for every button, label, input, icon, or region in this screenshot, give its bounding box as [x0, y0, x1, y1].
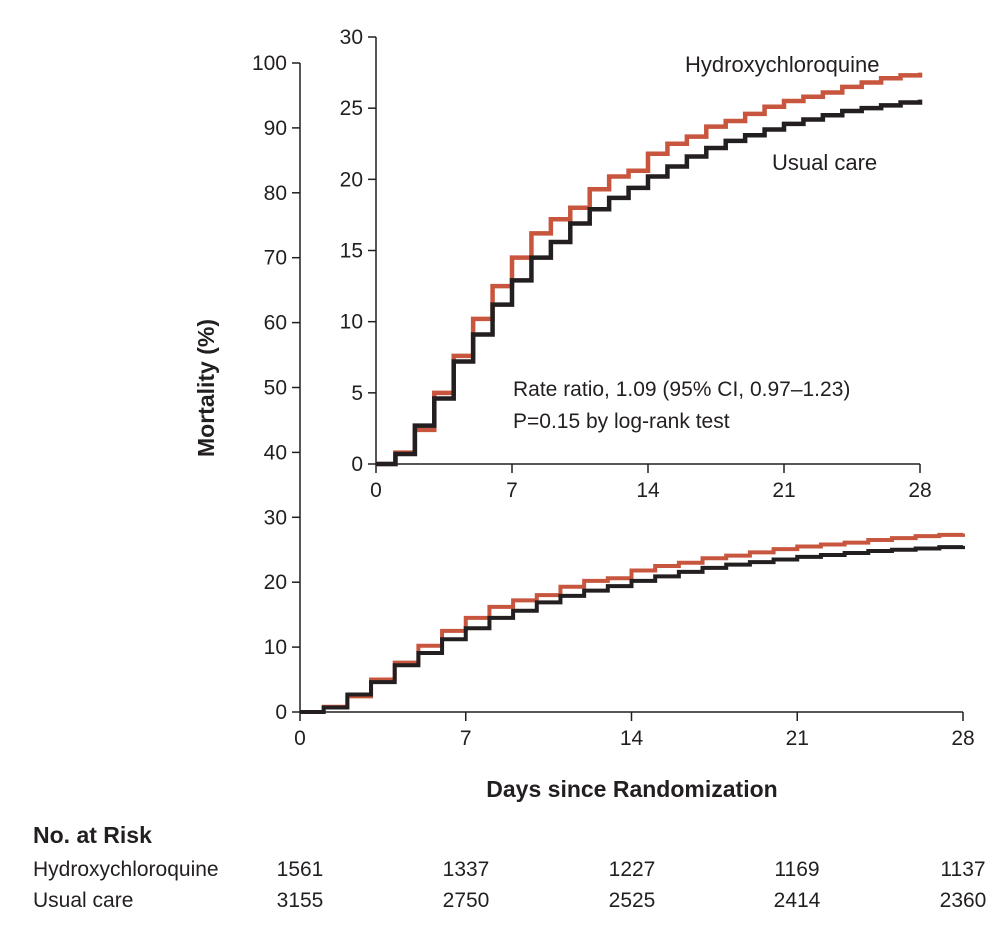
- inset-x-tick-label: 21: [772, 479, 795, 502]
- inset-x-tick-label: 7: [506, 479, 518, 502]
- main-y-tick-label: 0: [275, 701, 287, 724]
- inset-y-tick-label: 5: [351, 382, 363, 405]
- series-label-usual-care: Usual care: [772, 150, 877, 175]
- main-y-tick-label: 80: [264, 182, 287, 205]
- risk-value: 1561: [276, 858, 324, 881]
- risk-value: 1227: [608, 858, 656, 881]
- main-y-tick-label: 20: [264, 571, 287, 594]
- risk-row-usual-care: Usual care 3155 2750 2525 2414 2360: [0, 889, 1000, 919]
- main-x-tick-label: 28: [951, 727, 974, 750]
- risk-row-hydroxychloroquine: Hydroxychloroquine 1561 1337 1227 1169 1…: [0, 858, 1000, 888]
- annotation-p-value: P=0.15 by log-rank test: [513, 410, 730, 433]
- main-y-tick-label: 40: [264, 441, 287, 464]
- main-y-tick-label: 100: [252, 52, 287, 75]
- risk-row-label: Usual care: [33, 889, 134, 912]
- main-y-tick-label: 10: [264, 636, 287, 659]
- series-label-hydroxychloroquine: Hydroxychloroquine: [685, 52, 879, 77]
- risk-value: 3155: [276, 889, 324, 912]
- risk-value: 2525: [608, 889, 656, 912]
- inset-series-line-usual-care: [376, 99, 923, 467]
- main-x-tick-label: 0: [294, 727, 306, 750]
- main-y-tick-label: 60: [264, 312, 287, 335]
- inset-series-line-hydroxychloroquine: [376, 72, 923, 467]
- risk-value: 1137: [940, 858, 986, 881]
- main-y-tick-label: 90: [264, 117, 287, 140]
- risk-value: 1169: [774, 858, 820, 881]
- y-axis-title: Mortality (%): [193, 319, 219, 457]
- inset-y-tick-label: 25: [340, 97, 363, 120]
- risk-value: 2360: [939, 889, 987, 912]
- main-x-tick-label: 14: [620, 727, 644, 750]
- risk-value: 2750: [442, 889, 490, 912]
- main-x-tick-label: 21: [786, 727, 809, 750]
- inset-x-tick-label: 0: [370, 479, 382, 502]
- main-series-line-hydroxychloroquine: [300, 532, 965, 714]
- inset-x-tick-label: 28: [908, 479, 931, 502]
- inset-y-tick-label: 30: [340, 26, 363, 49]
- main-y-tick-label: 30: [264, 506, 287, 529]
- main-y-tick-label: 50: [264, 377, 287, 400]
- annotation-rate-ratio: Rate ratio, 1.09 (95% CI, 0.97–1.23): [513, 378, 850, 401]
- risk-row-label: Hydroxychloroquine: [33, 858, 219, 881]
- inset-plot: 0 5 10 15 20 25 30 0 7 14 21 28: [340, 26, 932, 502]
- risk-table-title: No. at Risk: [33, 822, 152, 848]
- main-x-tick-label: 7: [460, 727, 472, 750]
- main-series-line-usual-care: [300, 545, 965, 714]
- risk-value: 1337: [442, 858, 490, 881]
- main-y-tick-label: 70: [264, 247, 287, 270]
- inset-y-tick-label: 20: [340, 168, 363, 191]
- x-axis-title: Days since Randomization: [486, 776, 777, 802]
- inset-y-tick-label: 0: [351, 453, 363, 476]
- inset-x-tick-label: 14: [636, 479, 660, 502]
- inset-y-tick-label: 10: [340, 311, 363, 334]
- inset-y-tick-label: 15: [340, 240, 363, 263]
- risk-value: 2414: [773, 889, 821, 912]
